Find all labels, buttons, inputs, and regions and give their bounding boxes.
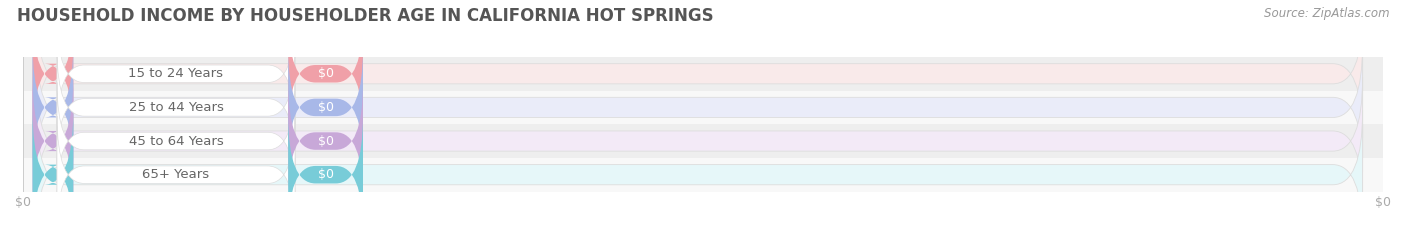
FancyBboxPatch shape (288, 116, 363, 233)
FancyBboxPatch shape (58, 82, 295, 200)
Text: $0: $0 (318, 67, 333, 80)
FancyBboxPatch shape (37, 111, 1362, 233)
Text: 15 to 24 Years: 15 to 24 Years (128, 67, 224, 80)
FancyBboxPatch shape (32, 10, 73, 138)
FancyBboxPatch shape (58, 116, 295, 233)
Bar (22, 57, 1384, 91)
FancyBboxPatch shape (288, 82, 363, 200)
Text: $0: $0 (318, 101, 333, 114)
Text: 65+ Years: 65+ Years (142, 168, 209, 181)
FancyBboxPatch shape (58, 49, 295, 166)
FancyBboxPatch shape (37, 10, 1362, 138)
Text: 45 to 64 Years: 45 to 64 Years (128, 134, 224, 147)
FancyBboxPatch shape (32, 111, 73, 233)
Bar (22, 158, 1384, 192)
FancyBboxPatch shape (32, 77, 73, 205)
Text: HOUSEHOLD INCOME BY HOUSEHOLDER AGE IN CALIFORNIA HOT SPRINGS: HOUSEHOLD INCOME BY HOUSEHOLDER AGE IN C… (17, 7, 713, 25)
Bar (22, 91, 1384, 124)
Bar (22, 124, 1384, 158)
Text: $0: $0 (318, 168, 333, 181)
Text: $0: $0 (318, 134, 333, 147)
FancyBboxPatch shape (58, 15, 295, 132)
FancyBboxPatch shape (37, 44, 1362, 171)
FancyBboxPatch shape (37, 77, 1362, 205)
Text: Source: ZipAtlas.com: Source: ZipAtlas.com (1264, 7, 1389, 20)
Text: 25 to 44 Years: 25 to 44 Years (128, 101, 224, 114)
FancyBboxPatch shape (288, 49, 363, 166)
FancyBboxPatch shape (32, 44, 73, 171)
FancyBboxPatch shape (288, 15, 363, 132)
